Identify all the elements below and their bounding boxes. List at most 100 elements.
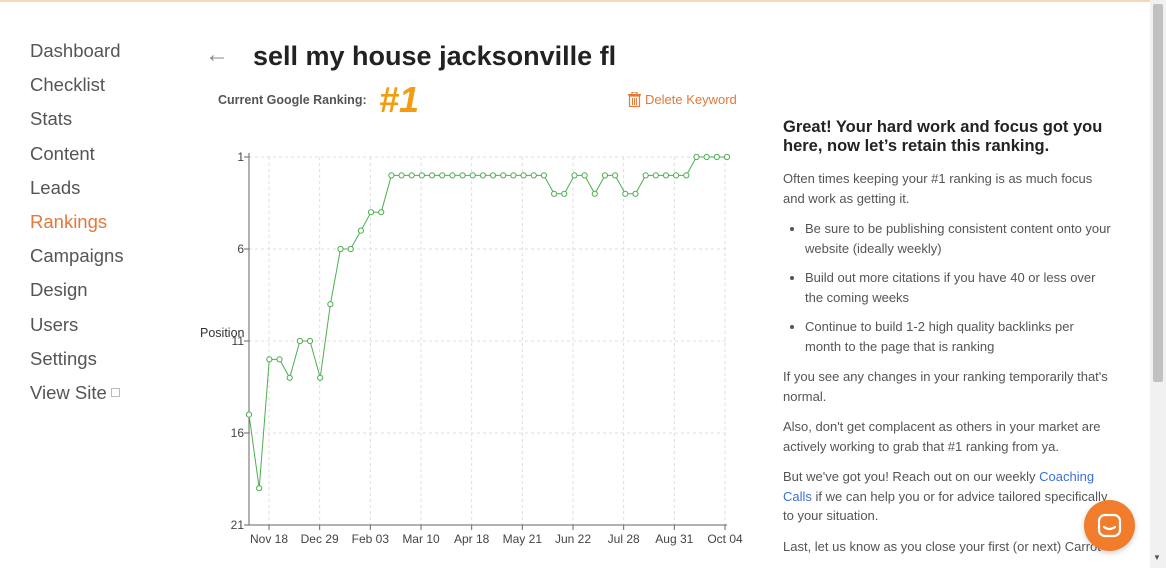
x-tick-label: Mar 10 [402, 532, 440, 546]
data-point [591, 190, 598, 197]
y-tick-label: 6 [237, 242, 244, 256]
tip-item: Be sure to be publishing consistent cont… [805, 219, 1113, 258]
x-tick-label: Nov 18 [250, 532, 288, 546]
data-point [449, 172, 456, 179]
data-point [520, 172, 527, 179]
y-tick-label: 11 [232, 334, 245, 348]
y-axis-label: Position [200, 326, 245, 340]
panel-intro: Often times keeping your #1 ranking is a… [783, 171, 1093, 206]
data-point [266, 356, 273, 363]
y-tick-label: 1 [237, 150, 244, 164]
sidebar-item-view-site[interactable]: View Site [30, 379, 124, 413]
series-line [248, 156, 727, 489]
x-tick-label: Jun 22 [555, 532, 591, 546]
data-point [530, 172, 537, 179]
data-point [561, 190, 568, 197]
x-tick-label: Dec 29 [301, 532, 339, 546]
panel-text: But we've got you! Reach out on our week… [783, 469, 1040, 484]
data-point [408, 172, 415, 179]
data-point [703, 153, 710, 161]
data-point [459, 172, 466, 179]
back-arrow-icon[interactable]: ← [205, 41, 229, 68]
tips-panel: Great! Your hard work and focus got you … [783, 118, 1113, 567]
data-point [479, 172, 487, 179]
sidebar-item-design[interactable]: Design [30, 279, 88, 301]
data-point [439, 172, 446, 179]
tips-list: Be sure to be publishing consistent cont… [783, 219, 1113, 356]
scrollbar[interactable]: ▼ [1150, 0, 1166, 568]
data-point [245, 411, 253, 418]
current-ranking-label: Current Google Ranking: [218, 93, 367, 107]
x-tick-label: Aug 31 [655, 532, 693, 546]
data-point [652, 172, 659, 179]
data-point [510, 172, 517, 179]
x-tick-label: Feb 03 [352, 532, 390, 546]
sidebar-item-settings[interactable]: Settings [30, 347, 97, 369]
x-tick-label: May 21 [503, 532, 543, 546]
scrollbar-thumb[interactable] [1153, 4, 1163, 382]
data-point [398, 172, 405, 179]
data-point [296, 337, 303, 345]
data-point [601, 172, 609, 179]
data-point [489, 172, 497, 179]
tip-item: Continue to build 1-2 high quality backl… [805, 317, 1113, 356]
trash-icon [628, 92, 641, 107]
data-point [347, 245, 354, 253]
data-point [256, 485, 263, 492]
sidebar-item-campaigns[interactable]: Campaigns [30, 245, 124, 267]
data-point [693, 153, 700, 161]
coaching-calls-link[interactable]: Coaching Calls [783, 469, 1095, 504]
delete-keyword-button[interactable]: Delete Keyword [628, 92, 737, 107]
data-point [337, 245, 344, 253]
top-divider [0, 0, 1150, 2]
data-point [469, 172, 476, 179]
data-point [622, 190, 629, 197]
panel-paragraph: If you see any changes in your ranking t… [783, 369, 1108, 404]
data-point [418, 172, 425, 179]
chat-button[interactable] [1084, 500, 1135, 551]
data-point [673, 172, 680, 179]
data-point [276, 356, 283, 363]
data-point [581, 172, 588, 179]
y-tick-label: 16 [231, 426, 245, 440]
scroll-down-arrow-icon[interactable]: ▼ [1153, 553, 1161, 562]
data-point [306, 337, 314, 345]
external-link-icon [110, 387, 120, 397]
data-point [642, 172, 649, 179]
data-point [662, 172, 670, 179]
data-point [551, 190, 558, 197]
data-point [327, 301, 334, 308]
x-tick-label: Jul 28 [608, 532, 640, 546]
data-point [683, 172, 690, 179]
panel-text: if we can help you or for advice tailore… [783, 488, 1108, 524]
data-point [500, 172, 507, 179]
tip-item: Build out more citations if you have 40 … [805, 268, 1113, 307]
panel-paragraph: Last, let us know as you close your firs… [783, 538, 1101, 554]
sidebar-item-dashboard[interactable]: Dashboard [30, 40, 121, 61]
data-point [713, 153, 720, 161]
data-point [388, 172, 395, 179]
panel-heading: Great! Your hard work and focus got you … [783, 118, 1103, 155]
current-ranking-value: #1 [379, 79, 420, 120]
y-tick-label: 21 [231, 518, 245, 532]
x-tick-label: Apr 18 [454, 532, 490, 546]
view-site-label: View Site [30, 381, 107, 403]
panel-paragraph: But we've got you! Reach out on our week… [783, 467, 1113, 526]
sidebar-item-content[interactable]: Content [30, 142, 95, 164]
data-point [612, 172, 619, 179]
data-point [723, 153, 731, 161]
data-point [571, 172, 578, 179]
data-point [378, 209, 385, 216]
sidebar-item-stats[interactable]: Stats [30, 108, 73, 130]
data-point [317, 374, 324, 381]
sidebar-item-checklist[interactable]: Checklist [30, 74, 106, 96]
sidebar-item-leads[interactable]: Leads [30, 176, 81, 198]
panel-paragraph: Also, don't get complacent as others in … [783, 419, 1101, 454]
data-point [428, 172, 436, 179]
chat-icon [1097, 513, 1122, 538]
sidebar-item-users[interactable]: Users [30, 313, 79, 335]
sidebar-item-rankings[interactable]: Rankings [30, 210, 108, 232]
data-point [632, 190, 639, 197]
data-point [367, 209, 375, 216]
